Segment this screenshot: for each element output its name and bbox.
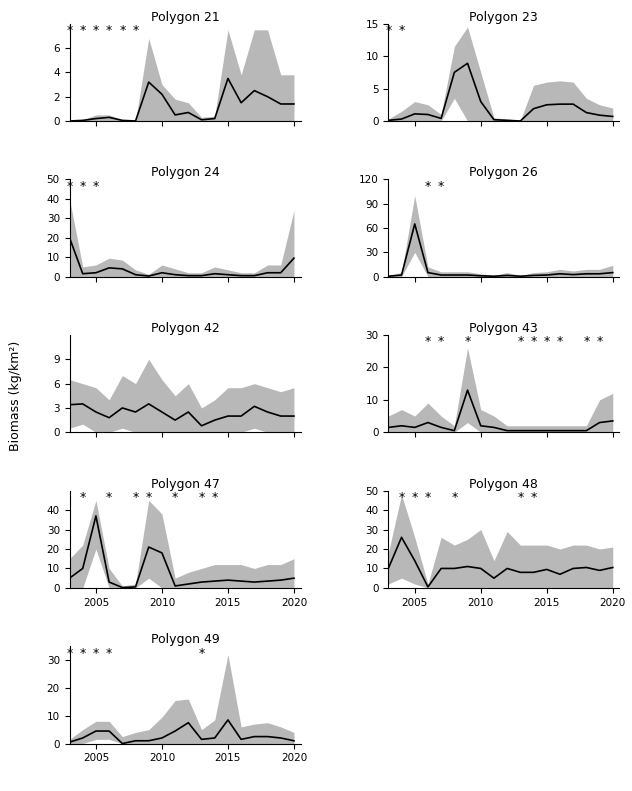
Text: *: *	[517, 335, 523, 348]
Text: *: *	[119, 24, 125, 37]
Title: Polygon 49: Polygon 49	[150, 634, 219, 646]
Text: *: *	[93, 646, 99, 660]
Text: *: *	[425, 180, 431, 193]
Title: Polygon 47: Polygon 47	[150, 478, 219, 490]
Text: *: *	[411, 491, 418, 504]
Title: Polygon 21: Polygon 21	[150, 11, 219, 24]
Text: *: *	[132, 491, 138, 504]
Text: *: *	[438, 335, 444, 348]
Text: *: *	[106, 646, 112, 660]
Text: *: *	[198, 646, 205, 660]
Text: *: *	[557, 335, 563, 348]
Text: *: *	[66, 180, 73, 193]
Text: *: *	[517, 491, 523, 504]
Text: *: *	[80, 646, 86, 660]
Text: *: *	[80, 180, 86, 193]
Title: Polygon 43: Polygon 43	[470, 322, 538, 335]
Text: *: *	[530, 335, 537, 348]
Text: *: *	[172, 491, 178, 504]
Text: *: *	[465, 335, 471, 348]
Title: Polygon 42: Polygon 42	[150, 322, 219, 335]
Text: *: *	[106, 491, 112, 504]
Title: Polygon 23: Polygon 23	[470, 11, 538, 24]
Text: *: *	[198, 491, 205, 504]
Text: *: *	[93, 180, 99, 193]
Text: *: *	[544, 335, 550, 348]
Text: *: *	[425, 491, 431, 504]
Text: Biomass (kg/km²): Biomass (kg/km²)	[9, 340, 23, 451]
Text: *: *	[451, 491, 458, 504]
Text: *: *	[106, 24, 112, 37]
Text: *: *	[145, 491, 152, 504]
Text: *: *	[66, 24, 73, 37]
Text: *: *	[80, 24, 86, 37]
Text: *: *	[132, 24, 138, 37]
Text: *: *	[212, 491, 218, 504]
Text: *: *	[93, 24, 99, 37]
Text: *: *	[425, 335, 431, 348]
Text: *: *	[530, 491, 537, 504]
Text: *: *	[398, 491, 404, 504]
Text: *: *	[66, 646, 73, 660]
Title: Polygon 24: Polygon 24	[150, 166, 219, 180]
Text: *: *	[438, 180, 444, 193]
Text: *: *	[80, 491, 86, 504]
Title: Polygon 48: Polygon 48	[470, 478, 538, 490]
Text: *: *	[583, 335, 590, 348]
Text: *: *	[386, 24, 391, 37]
Text: *: *	[398, 24, 404, 37]
Text: *: *	[597, 335, 603, 348]
Title: Polygon 26: Polygon 26	[470, 166, 538, 180]
